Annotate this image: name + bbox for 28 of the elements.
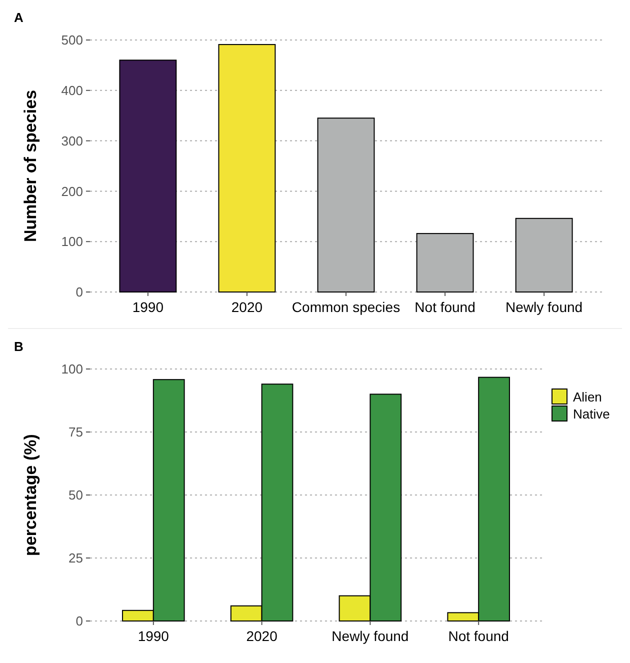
x-tick-label: 2020 <box>231 299 263 315</box>
x-tick-label: Newly found <box>332 628 409 644</box>
chart-title: B <box>14 339 24 354</box>
bar <box>119 60 177 292</box>
x-tick-label: 2020 <box>246 628 278 644</box>
y-tick-label: 500 <box>61 32 83 48</box>
bar <box>218 44 276 292</box>
legend-label: Native <box>573 406 610 422</box>
y-tick-label: 100 <box>61 234 83 250</box>
y-tick-label: 0 <box>76 614 83 629</box>
y-axis-title: percentage (%) <box>21 434 40 556</box>
y-tick-label: 0 <box>76 284 83 300</box>
y-tick-label: 25 <box>68 550 83 566</box>
y-tick-label: 300 <box>61 133 83 148</box>
y-tick-label: 50 <box>68 488 83 503</box>
chart-title: A <box>14 10 24 25</box>
x-tick-label: Not found <box>448 628 509 644</box>
y-tick-label: 400 <box>61 82 83 98</box>
x-tick-label: Not found <box>414 299 476 315</box>
x-tick-label: 1990 <box>132 299 164 315</box>
x-tick-label: Common species <box>292 299 400 315</box>
y-axis-title: Number of species <box>21 90 40 242</box>
y-tick-label: 75 <box>68 424 83 440</box>
y-tick-label: 200 <box>61 184 83 199</box>
x-tick-label: Newly found <box>506 299 583 315</box>
x-tick-label: 1990 <box>138 628 170 644</box>
y-tick-label: 100 <box>61 362 83 377</box>
legend-label: Alien <box>573 390 602 405</box>
